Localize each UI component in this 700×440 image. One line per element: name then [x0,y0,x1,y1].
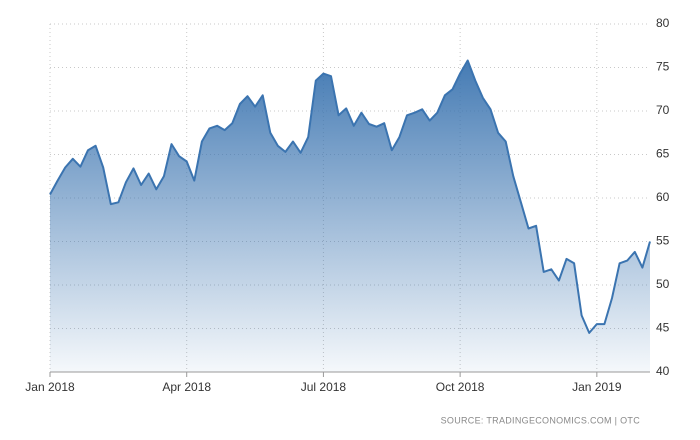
y-tick-label: 50 [656,277,670,291]
y-tick-label: 75 [656,60,670,74]
y-tick-label: 40 [656,364,670,378]
line [49,59,651,334]
y-tick-label: 80 [656,16,670,30]
x-tick-label: Jul 2018 [301,380,347,394]
area [50,60,650,372]
y-tick-label: 45 [656,321,670,335]
x-tick-label: Oct 2018 [436,380,485,394]
y-tick-label: 70 [656,103,670,117]
x-tick-label: Apr 2018 [162,380,211,394]
x-tick-label: Jan 2018 [25,380,75,394]
source-note: SOURCE: TRADINGECONOMICS.COM | OTC [441,415,641,425]
y-tick-label: 55 [656,234,670,248]
y-tick-label: 60 [656,190,670,204]
x-tick-label: Jan 2019 [572,380,622,394]
y-tick-label: 65 [656,147,670,161]
